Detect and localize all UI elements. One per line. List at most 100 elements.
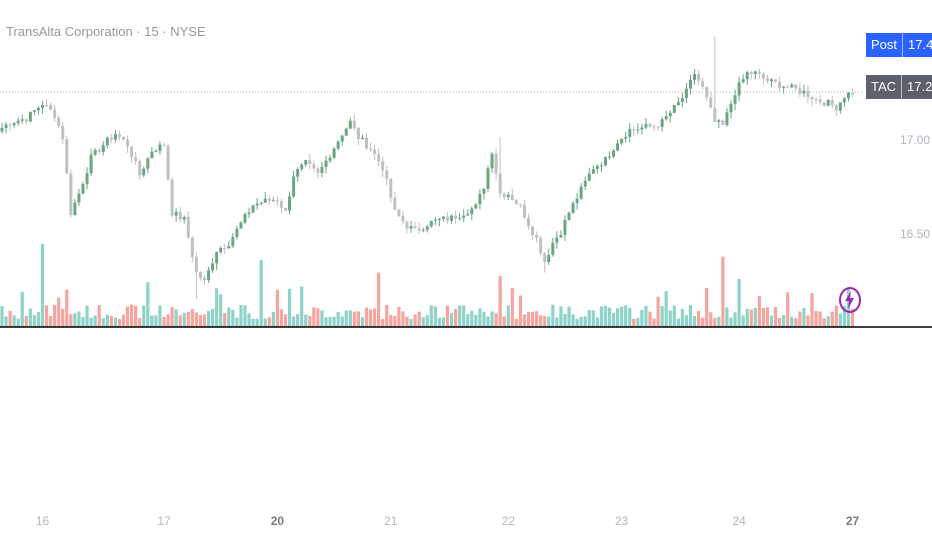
candle-body <box>794 84 798 89</box>
candle-body <box>555 237 559 243</box>
candle-body <box>352 120 356 128</box>
volume-bar <box>575 318 579 327</box>
volume-bar <box>109 315 113 327</box>
candle-body <box>729 103 733 113</box>
volume-bar <box>405 316 409 327</box>
candle-body <box>223 247 227 249</box>
volume-bar <box>259 259 263 327</box>
candle-body <box>28 111 32 122</box>
volume-bar <box>441 317 446 327</box>
candle-body <box>53 109 57 118</box>
candle-body <box>85 173 89 185</box>
candle-body <box>292 176 296 197</box>
volume-bar <box>628 307 632 327</box>
volume-bar <box>223 313 227 327</box>
candle-body <box>198 271 202 279</box>
volume-bar <box>194 312 198 327</box>
candle-body <box>279 201 283 208</box>
candle-body <box>271 200 275 202</box>
volume-bar <box>822 318 826 327</box>
volume-bar <box>170 307 174 327</box>
volume-bar <box>348 310 352 327</box>
volume-bar <box>69 314 73 327</box>
candle-body <box>296 169 300 177</box>
volume-bar <box>227 307 231 327</box>
volume-bar <box>794 318 798 327</box>
volume-bar <box>16 318 20 327</box>
candle-body <box>117 134 121 137</box>
last-price-value: 17.26 <box>901 75 932 99</box>
candle-body <box>616 143 620 151</box>
volume-bar <box>470 310 474 327</box>
candle-body <box>834 105 838 111</box>
candle-body <box>697 73 701 81</box>
volume-bar <box>543 315 547 327</box>
candle-body <box>851 92 854 95</box>
volume-bar <box>190 309 194 327</box>
last-price-badge: TAC 17.26 <box>866 75 932 99</box>
post-market-price-badge: Post 17.46 <box>866 33 932 57</box>
candle-body <box>93 149 97 155</box>
candle-body <box>563 219 567 235</box>
candle-body <box>543 253 547 263</box>
volume-bar <box>206 311 211 327</box>
candle-body <box>482 188 486 194</box>
candle-body <box>648 124 652 127</box>
volume-bar <box>826 316 830 327</box>
candle-body <box>470 208 474 215</box>
volume-bar <box>340 316 344 327</box>
volume-bar <box>393 315 397 327</box>
candle-body <box>409 226 413 229</box>
candle-body <box>591 169 595 174</box>
volume-bar <box>377 272 381 327</box>
volume-bar <box>162 316 166 327</box>
volume-bar <box>701 317 705 327</box>
volume-bar <box>591 310 595 327</box>
volume-bar <box>296 314 300 327</box>
volume-bar <box>401 311 405 327</box>
candle-body <box>531 226 535 235</box>
candle-body <box>737 82 741 96</box>
candle-body <box>182 217 186 220</box>
lightning-bolt-icon[interactable] <box>839 287 861 313</box>
volume-bar <box>97 304 101 327</box>
candle-body <box>138 161 142 176</box>
candle-body <box>502 193 506 197</box>
candle-body <box>8 124 12 126</box>
volume-bar <box>611 312 616 327</box>
volume-bar <box>692 315 697 327</box>
volume-bar <box>462 305 466 327</box>
volume-bar <box>251 318 255 327</box>
volume-bar <box>356 311 360 327</box>
candle-body <box>421 229 425 231</box>
volume-bar <box>790 316 794 327</box>
volume-bar <box>312 307 316 327</box>
volume-bar <box>239 304 243 327</box>
candle-body <box>486 168 490 189</box>
volume-bar <box>28 308 32 327</box>
candle-body <box>49 105 53 110</box>
volume-bar <box>182 312 186 327</box>
volume-bar <box>697 311 701 327</box>
volume-bar <box>316 308 320 327</box>
volume-bar <box>235 317 239 327</box>
candle-body <box>721 120 725 125</box>
candle-body <box>263 198 267 203</box>
volume-bar <box>134 305 138 327</box>
candle-body <box>838 102 842 111</box>
volume-bar <box>850 308 855 327</box>
volume-bar <box>757 295 761 327</box>
candle-body <box>798 88 802 94</box>
volume-bar <box>620 306 624 327</box>
candle-body <box>308 160 312 165</box>
candle-body <box>652 126 656 128</box>
volume-bar <box>814 310 818 327</box>
volume-bar <box>753 307 757 327</box>
volume-bar <box>89 317 93 327</box>
candle-body <box>324 160 328 167</box>
candle-body <box>101 145 105 152</box>
volume-bar <box>211 308 215 327</box>
post-label: Post <box>871 37 898 52</box>
volume-bar <box>830 311 834 327</box>
